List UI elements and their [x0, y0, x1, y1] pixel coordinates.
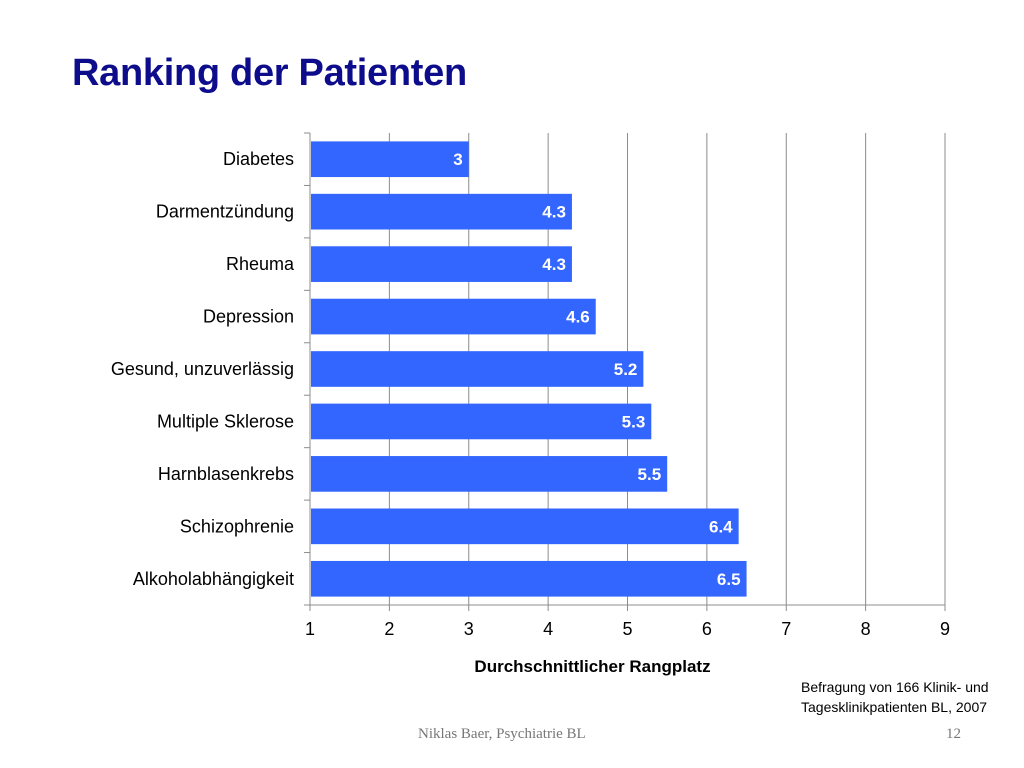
- bar: [311, 141, 469, 178]
- bar-value-label: 5.2: [614, 360, 638, 379]
- bar: [311, 193, 572, 230]
- survey-note: Befragung von 166 Klinik- und Tagesklini…: [801, 677, 1016, 717]
- x-tick-label: 3: [464, 619, 474, 639]
- x-axis-title: Durchschnittlicher Rangplatz: [474, 657, 710, 676]
- bar: [311, 298, 596, 335]
- x-tick-label: 4: [543, 619, 553, 639]
- bar-value-label: 4.3: [542, 255, 566, 274]
- bar: [311, 351, 644, 387]
- x-tick-label: 8: [861, 619, 871, 639]
- bar: [311, 403, 652, 440]
- bar-value-label: 6.5: [717, 570, 741, 589]
- survey-note-line-2: Tagesklinikpatienten BL, 2007: [801, 699, 988, 715]
- x-axis: 1 2 3 4 5 6 7 8 9: [304, 132, 950, 639]
- bar-value-label: 3: [453, 150, 462, 169]
- category-label: Schizophrenie: [180, 516, 294, 536]
- category-label: Multiple Sklerose: [157, 411, 294, 431]
- bar: [311, 246, 572, 282]
- bar-value-label: 6.4: [709, 517, 733, 536]
- page-number: 12: [946, 726, 961, 742]
- bar-value-label: 5.5: [638, 465, 662, 484]
- bar-value-label: 4.3: [542, 203, 566, 222]
- category-label: Diabetes: [223, 149, 294, 169]
- bar: [311, 508, 739, 545]
- footer-author: Niklas Baer, Psychiatrie BL: [418, 726, 586, 742]
- bar-value-label: 5.3: [622, 412, 646, 431]
- survey-note-line-1: Befragung von 166 Klinik- und: [801, 679, 989, 695]
- category-label: Gesund, unzuverlässig: [111, 359, 294, 379]
- category-label: Darmentzündung: [156, 202, 294, 222]
- x-tick-label: 2: [384, 619, 394, 639]
- bar: [311, 456, 668, 492]
- bar: [311, 560, 747, 597]
- x-tick-label: 7: [781, 619, 791, 639]
- x-tick-label: 1: [305, 619, 315, 639]
- bars: 3 4.3 4.3 4.6 5.2 5.3 5.5 6.4 6.5: [311, 141, 747, 597]
- category-label: Depression: [203, 307, 294, 327]
- x-tick-label: 6: [702, 619, 712, 639]
- category-label: Alkoholabhängigkeit: [133, 569, 294, 589]
- category-label: Harnblasenkrebs: [158, 464, 294, 484]
- x-tick-label: 5: [622, 619, 632, 639]
- slide-title: Ranking der Patienten: [72, 52, 467, 94]
- category-labels: Diabetes Darmentzündung Rheuma Depression Ge…: [111, 149, 295, 589]
- category-label: Rheuma: [226, 254, 295, 274]
- bar-value-label: 4.6: [566, 308, 590, 327]
- x-tick-label: 9: [940, 619, 950, 639]
